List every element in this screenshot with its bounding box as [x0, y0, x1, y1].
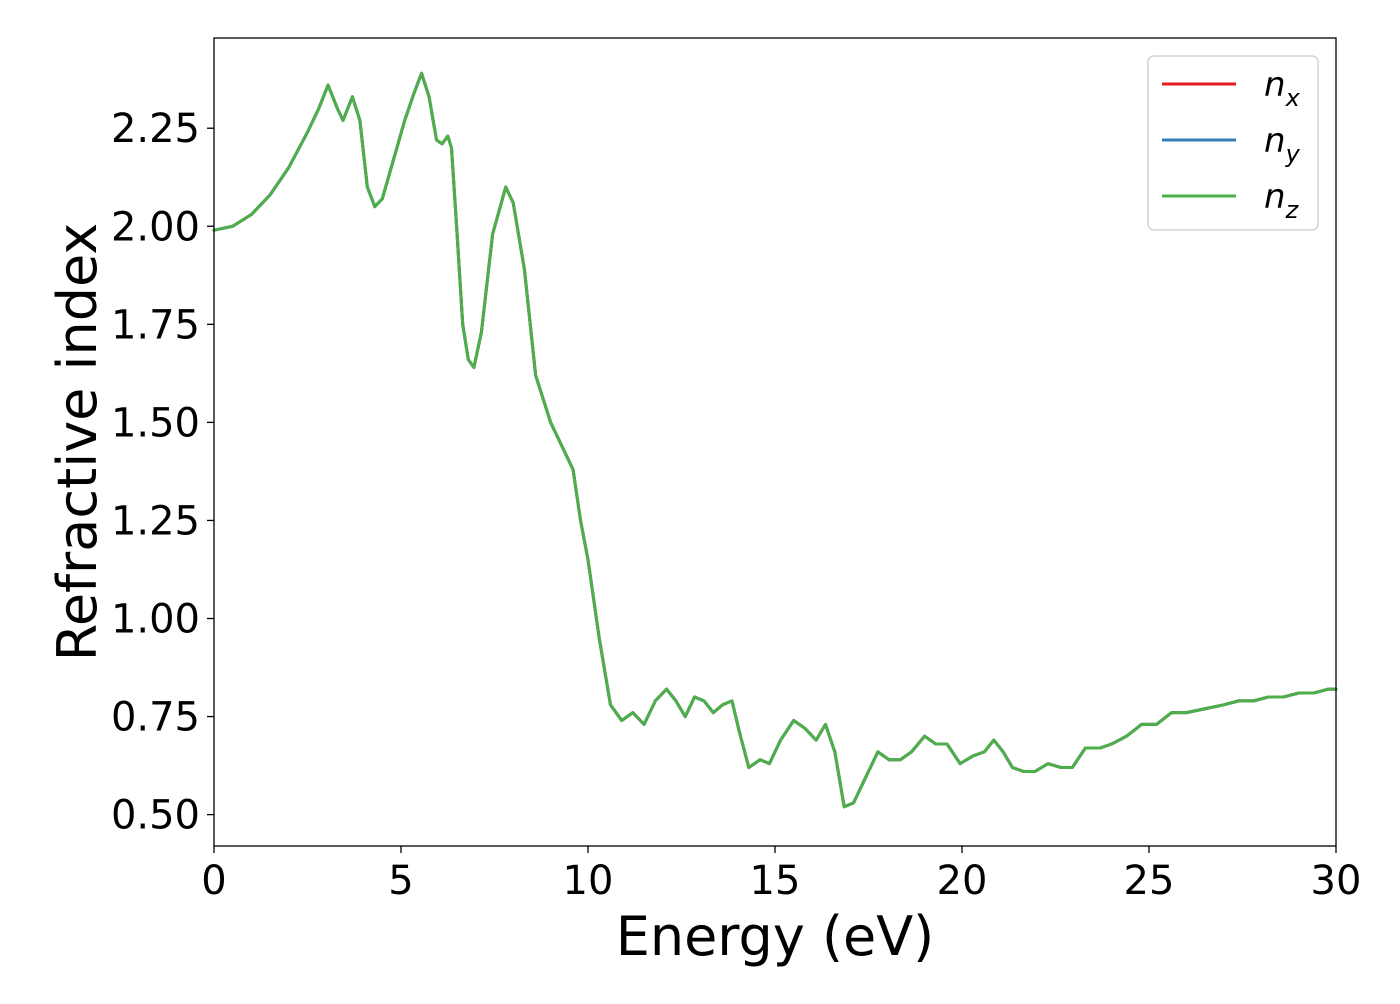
x-tick-label: 30 — [1311, 858, 1362, 904]
legend-label: ny — [1264, 121, 1301, 168]
x-axis-label: Energy (eV) — [616, 905, 935, 968]
x-tick-label: 15 — [750, 858, 801, 904]
y-tick-label: 0.50 — [111, 793, 200, 839]
x-tick-label: 25 — [1124, 858, 1175, 904]
y-tick-label: 2.25 — [111, 106, 200, 152]
y-tick-label: 0.75 — [111, 695, 200, 741]
legend-label-main: n — [1264, 65, 1286, 105]
series-layer — [212, 71, 1338, 809]
legend-label-main: n — [1264, 121, 1286, 161]
y-axis-label: Refractive index — [46, 223, 109, 662]
y-tick-label: 1.50 — [111, 400, 200, 446]
y-tick-label: 1.75 — [111, 302, 200, 348]
legend-label: nx — [1264, 65, 1301, 112]
legend-label-sub: x — [1285, 84, 1301, 112]
x-tick-label: 10 — [563, 858, 614, 904]
y-tick-label: 1.00 — [111, 597, 200, 643]
series-line-n-z — [212, 71, 1338, 809]
legend-label-main: n — [1264, 177, 1286, 217]
y-tick-label: 1.25 — [111, 498, 200, 544]
x-tick-label: 20 — [937, 858, 988, 904]
legend-label: nz — [1264, 177, 1300, 224]
y-axis: 0.50 0.75 1.00 1.25 1.50 1.75 2.00 2.25 — [111, 106, 214, 839]
legend-label-sub: z — [1285, 196, 1300, 224]
x-axis: 0 5 10 15 20 25 30 — [201, 846, 1361, 904]
legend-box — [1147, 55, 1319, 231]
y-tick-label: 2.00 — [111, 204, 200, 250]
legend-label-sub: y — [1285, 140, 1301, 168]
x-tick-label: 0 — [201, 858, 226, 904]
x-tick-label: 5 — [388, 858, 413, 904]
